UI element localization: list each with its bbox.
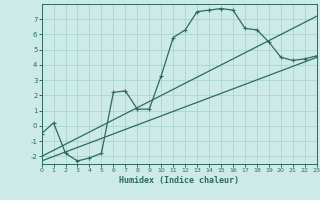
X-axis label: Humidex (Indice chaleur): Humidex (Indice chaleur)	[119, 176, 239, 185]
